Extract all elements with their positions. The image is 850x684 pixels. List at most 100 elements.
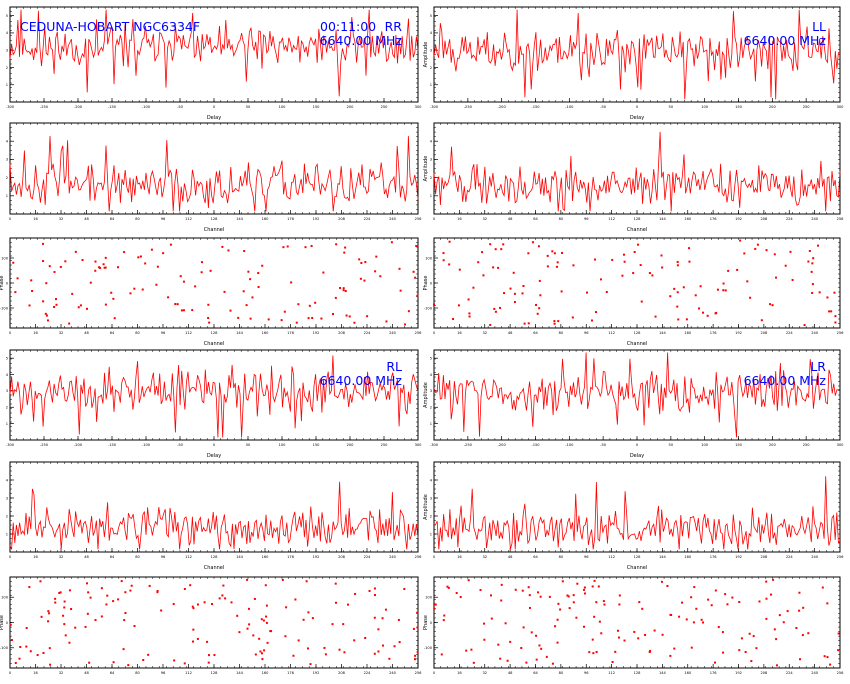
phase-point <box>769 303 772 306</box>
phase-point <box>811 283 814 286</box>
x-tick-label: 32 <box>59 217 64 221</box>
phase-point <box>714 661 717 664</box>
phase-point <box>286 245 289 248</box>
x-tick-label: 240 <box>811 555 819 559</box>
phase-point <box>112 661 115 664</box>
phase-point <box>103 266 106 269</box>
phase-point <box>265 604 268 607</box>
phase-point <box>112 297 115 300</box>
phase-point <box>479 589 482 592</box>
x-tick-label: 0 <box>9 217 12 221</box>
phase-point <box>47 620 50 623</box>
phase-point <box>828 310 831 313</box>
x-tick-label: -300 <box>430 105 439 109</box>
phase-point <box>229 309 232 312</box>
phase-point <box>156 591 159 594</box>
freq-label-rr: 6640.00 MHz <box>320 33 403 48</box>
x-tick-label: 112 <box>185 331 192 335</box>
phase-point <box>685 618 688 621</box>
phase-point <box>539 595 542 598</box>
x-tick-label: 32 <box>482 331 487 335</box>
y-tick-label: -100 <box>0 646 9 650</box>
phase-point <box>561 251 564 254</box>
series-line-LR-channel <box>433 476 841 550</box>
phase-point <box>36 654 39 657</box>
phase-point <box>263 649 266 652</box>
x-tick-label: 64 <box>533 331 538 335</box>
x-tick-label: 160 <box>262 671 270 675</box>
phase-point <box>245 304 248 307</box>
phase-point <box>44 312 47 315</box>
phase-point <box>559 608 562 611</box>
phase-point <box>714 589 717 592</box>
panel-frame <box>433 576 841 669</box>
x-tick-label: 50 <box>669 105 674 109</box>
phase-point <box>433 303 436 306</box>
phase-point <box>261 652 264 655</box>
x-tick-label: -50 <box>600 443 607 447</box>
phase-point <box>416 611 419 614</box>
x-tick-label: 192 <box>313 671 320 675</box>
y-tick-label: 2 <box>430 176 432 180</box>
phase-point <box>99 266 102 269</box>
phase-point <box>623 639 626 642</box>
phase-point <box>94 260 97 263</box>
phase-point <box>242 290 245 293</box>
x-tick-label: 96 <box>584 555 589 559</box>
phase-point <box>535 634 538 637</box>
phase-point <box>765 597 768 600</box>
phase-point <box>207 661 210 664</box>
phase-point <box>493 307 496 310</box>
panel-RL-delay: -300 -250 -200 -150 -100 -50 0 50 100 150 200 250 30… <box>6 349 422 459</box>
x-tick-label: 16 <box>33 671 38 675</box>
x-tick-label: 80 <box>559 217 564 221</box>
phase-point <box>452 317 455 320</box>
phase-point <box>551 250 554 253</box>
x-tick-label: 240 <box>811 217 819 221</box>
phase-point <box>29 650 32 653</box>
x-tick-label: 0 <box>433 331 436 335</box>
y-tick-label: 2 <box>430 66 432 70</box>
phase-point <box>602 600 605 603</box>
phase-point <box>379 275 382 278</box>
x-tick-label: 80 <box>559 331 564 335</box>
phase-point <box>324 653 327 656</box>
phase-point <box>593 579 596 582</box>
phase-point <box>648 272 651 275</box>
x-tick-label: 0 <box>9 555 12 559</box>
phase-point <box>528 594 531 597</box>
source-label: CEDUNA-HOBART NGC6334F <box>20 19 200 34</box>
y-tick-label: 3 <box>6 496 8 500</box>
y-tick-label: 2 <box>6 514 8 518</box>
phase-point <box>681 601 684 604</box>
x-tick-label: -200 <box>498 105 507 109</box>
panel-LL-delay: -300 -250 -200 -150 -100 -50 0 50 100 150 200 250 30… <box>423 6 844 121</box>
x-tick-label: 128 <box>211 555 219 559</box>
series-line-RR-delay <box>9 9 419 97</box>
phase-point <box>433 603 436 606</box>
x-tick-label: 208 <box>338 217 346 221</box>
phase-point <box>196 637 199 640</box>
phase-point <box>28 586 31 589</box>
phase-point <box>46 319 49 322</box>
x-tick-label: 160 <box>684 555 692 559</box>
phase-point <box>182 280 185 283</box>
phase-point <box>557 602 560 605</box>
phase-point <box>561 580 564 583</box>
panel-frame <box>433 122 841 215</box>
phase-point <box>334 296 337 299</box>
phase-point <box>270 630 273 633</box>
phase-point <box>553 322 556 325</box>
phase-point <box>661 633 664 636</box>
x-tick-label: -200 <box>498 443 507 447</box>
x-tick-label: 256 <box>837 217 845 221</box>
phase-point <box>826 656 829 659</box>
phase-point <box>117 266 120 269</box>
phase-point <box>89 281 92 284</box>
x-tick-label: 32 <box>59 555 64 559</box>
phase-point <box>283 310 286 313</box>
phase-point <box>525 661 528 664</box>
phase-point <box>738 600 741 603</box>
phase-point <box>572 594 575 597</box>
x-tick-label: 160 <box>684 671 692 675</box>
